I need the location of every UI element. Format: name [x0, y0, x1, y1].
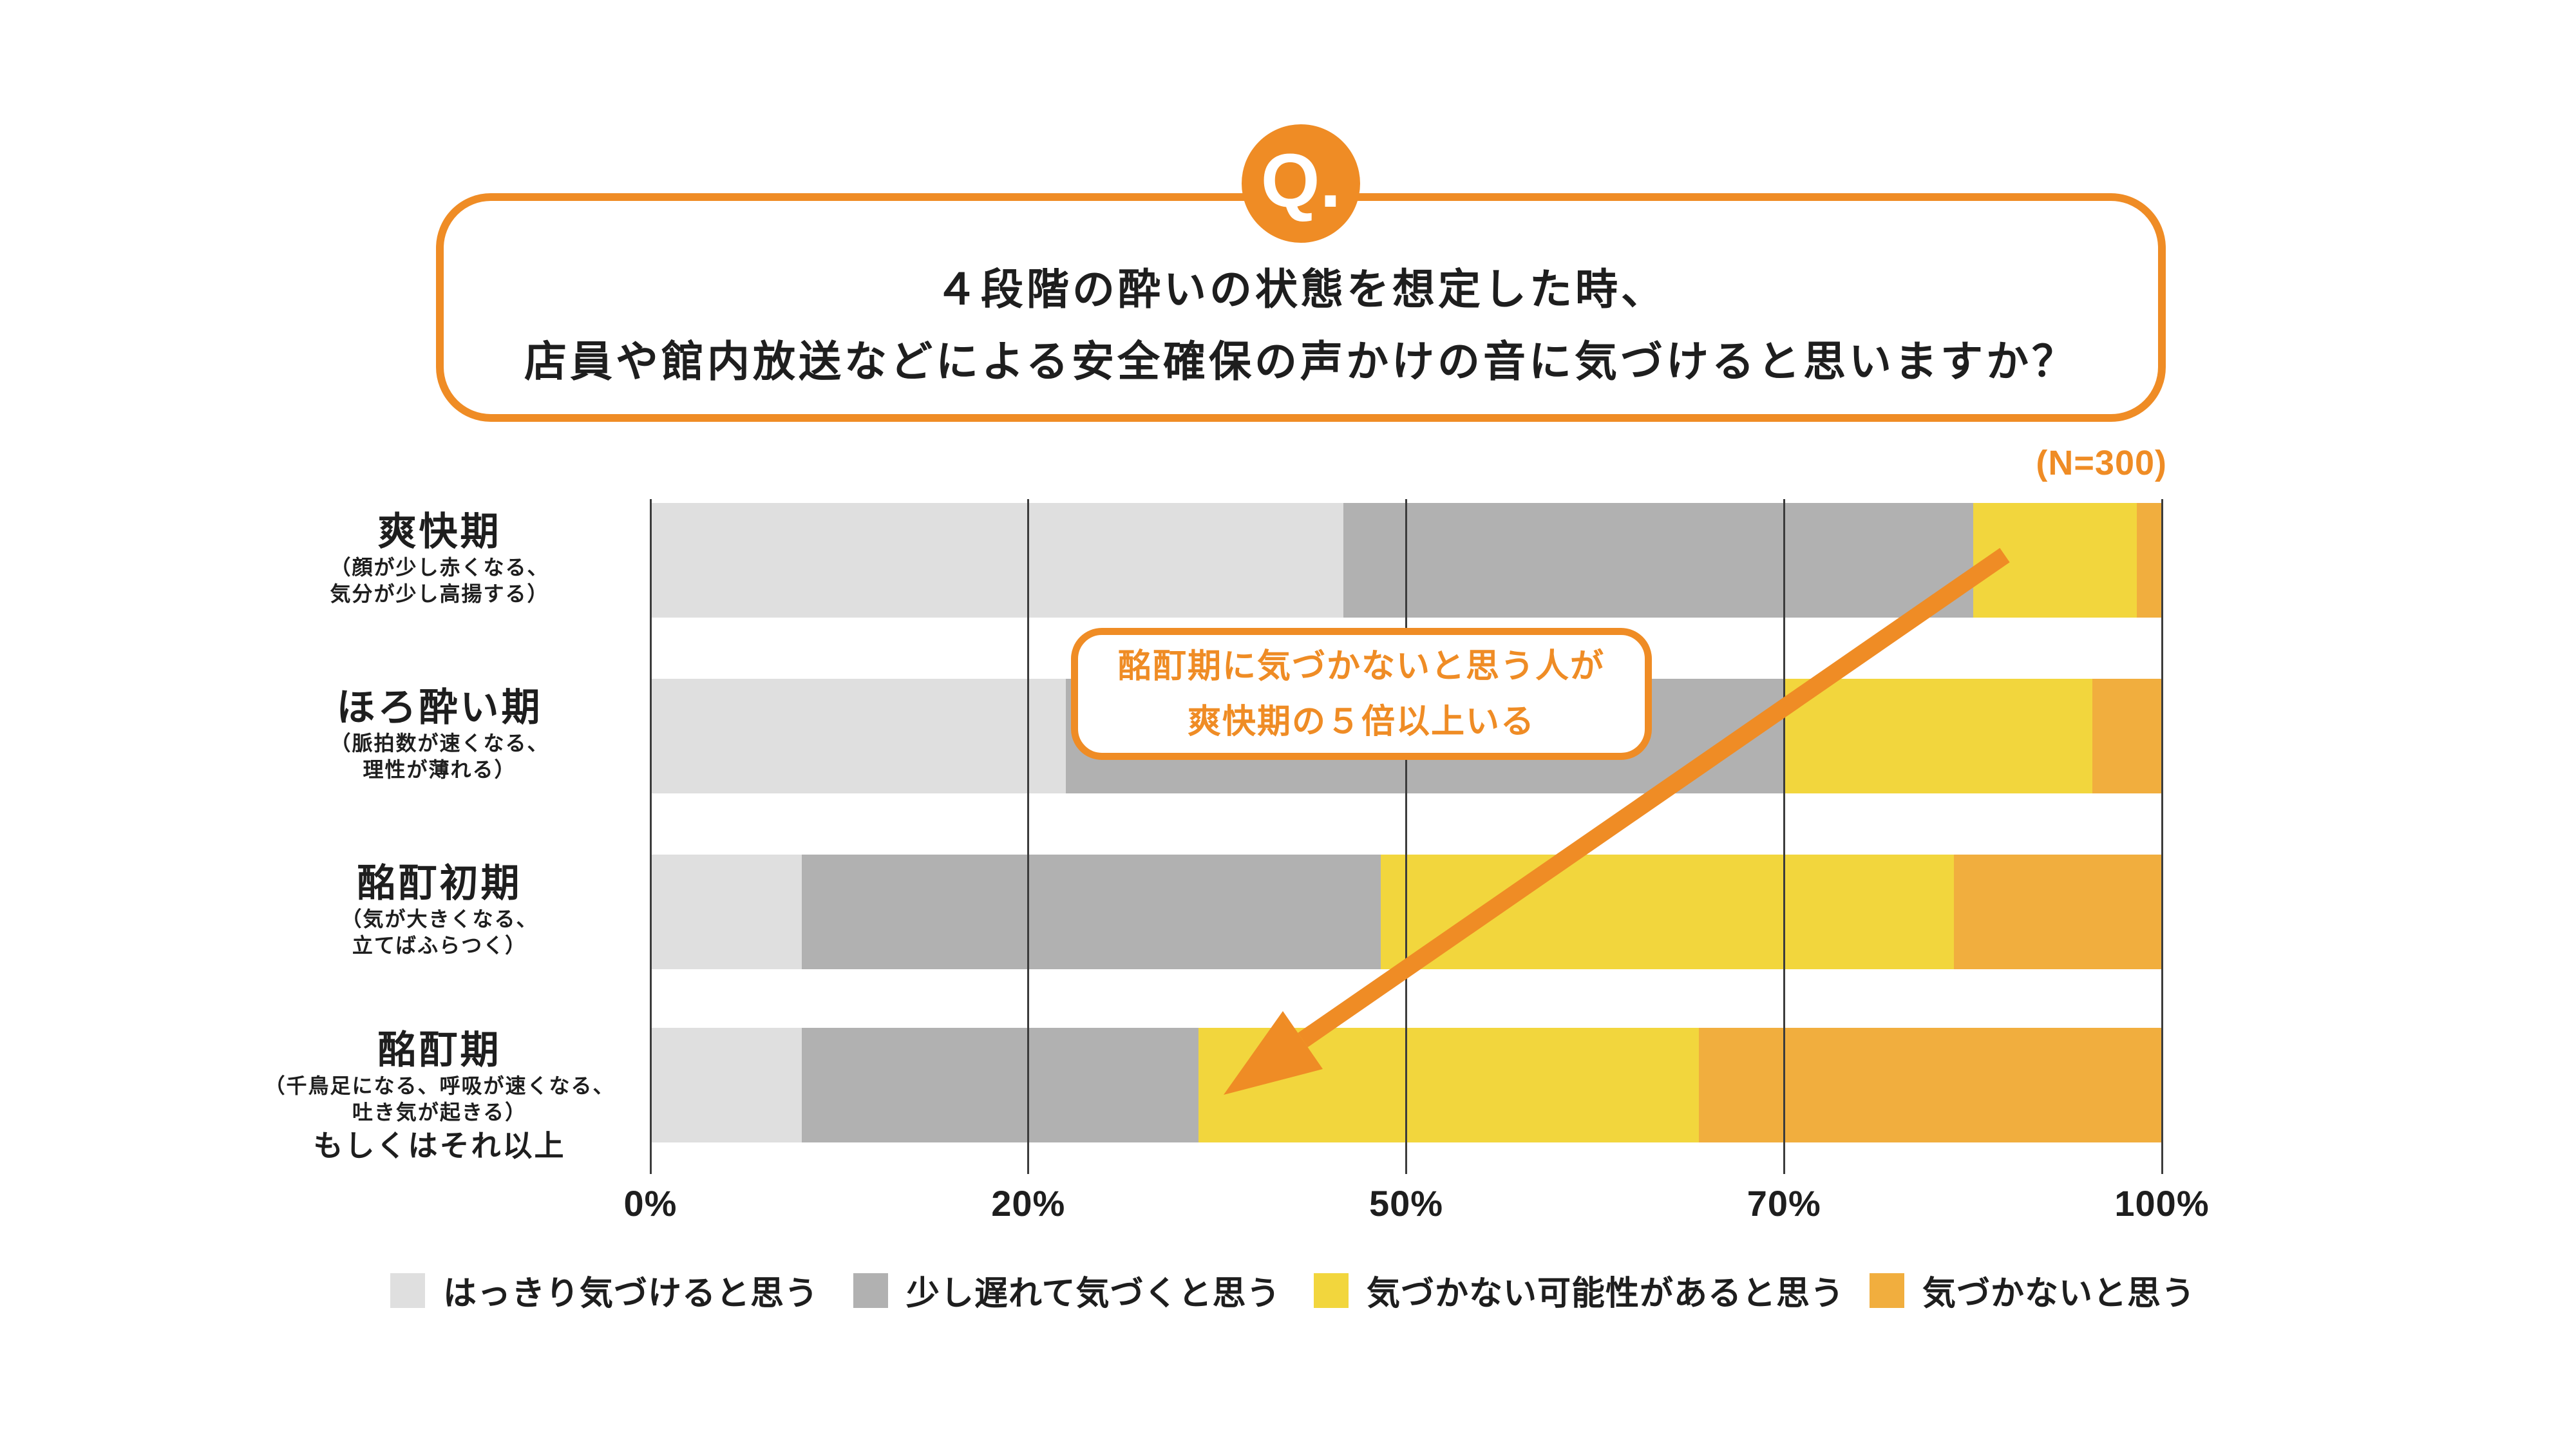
category-description: （顔が少し赤くなる、	[330, 556, 549, 579]
row-label-酩酊期: 酩酊期 （千鳥足になる、呼吸が速くなる、 吐き気が起きる） もしくはそれ以上	[238, 1028, 641, 1164]
arrowhead-icon	[1224, 1011, 1323, 1095]
bar-segment-yellow	[1784, 679, 2093, 793]
question-line-1: ４段階の酔いの状態を想定した時、	[935, 265, 1667, 313]
legend-swatch-yellow	[1314, 1273, 1349, 1308]
legend-swatch-orange	[1870, 1273, 1904, 1308]
legend-label: はっきり気づけると思う	[443, 1275, 819, 1312]
bar-segment-orange	[2092, 679, 2162, 793]
category-description: 立てばふらつく）	[352, 934, 527, 957]
bar-row-爽快期	[650, 503, 2162, 618]
bar-segment-orange	[1699, 1028, 2162, 1142]
category-description: （気が大きくなる、	[341, 907, 538, 931]
category-name: ほろ酔い期	[336, 686, 543, 729]
sample-size-label: (N=300)	[2036, 444, 2167, 482]
bar-row-酩酊期	[650, 1028, 2162, 1142]
bar-segment-dark_gray	[801, 855, 1381, 969]
legend-item-dark_gray: 少し遅れて気づくと思う	[853, 1266, 1280, 1314]
row-label-ほろ酔い期: ほろ酔い期 （脈拍数が速くなる、 理性が薄れる）	[238, 685, 641, 783]
gridline-0%	[649, 499, 652, 1174]
annotation-line-2: 爽快期の５倍以上いる	[1187, 703, 1535, 741]
bar-segment-light_gray	[650, 855, 802, 969]
category-description: 気分が少し高揚する）	[330, 582, 549, 605]
legend-item-light_gray: はっきり気づけると思う	[390, 1266, 819, 1314]
legend-swatch-light_gray	[390, 1273, 425, 1308]
bar-segment-orange	[2136, 503, 2162, 618]
legend-label: 気づかない可能性があると思う	[1367, 1275, 1845, 1312]
bar-segment-dark_gray	[1343, 503, 1973, 618]
axis-tick-label: 100%	[2114, 1183, 2210, 1224]
legend-swatch-dark_gray	[853, 1273, 888, 1308]
bar-segment-orange	[1954, 855, 2162, 969]
gridline-100%	[2161, 499, 2163, 1174]
bar-segment-dark_gray	[801, 1028, 1198, 1142]
legend-item-orange: 気づかないと思う	[1870, 1266, 2195, 1314]
category-description: （脈拍数が速くなる、	[330, 732, 549, 755]
bar-segment-light_gray	[650, 1028, 802, 1142]
category-extra: もしくはそれ以上	[313, 1129, 566, 1162]
axis-tick-label: 20%	[991, 1183, 1066, 1224]
question-line-2: 店員や館内放送などによる安全確保の声かけの音に気づけると思いますか？	[524, 337, 2078, 385]
annotation-line-1: 酩酊期に気づかないと思う人が	[1117, 647, 1605, 685]
category-name: 爽快期	[377, 510, 502, 553]
category-description: 吐き気が起きる）	[352, 1101, 527, 1124]
question-badge: Q.	[1242, 124, 1360, 243]
axis-tick-label: 0%	[623, 1183, 677, 1224]
row-label-爽快期: 爽快期 （顔が少し赤くなる、 気分が少し高揚する）	[238, 509, 641, 607]
gridline-70%	[1783, 499, 1785, 1174]
legend-label: 少し遅れて気づくと思う	[906, 1275, 1281, 1312]
question-banner: ４段階の酔いの状態を想定した時、 店員や館内放送などによる安全確保の声かけの音に…	[436, 193, 2166, 422]
category-description: （千鳥足になる、呼吸が速くなる、	[264, 1074, 615, 1097]
axis-tick-label: 50%	[1368, 1183, 1444, 1224]
axis-tick-label: 70%	[1747, 1183, 1821, 1224]
annotation-callout: 酩酊期に気づかないと思う人が 爽快期の５倍以上いる	[1071, 628, 1652, 760]
row-label-酩酊初期: 酩酊初期 （気が大きくなる、 立てばふらつく）	[238, 861, 641, 959]
gridline-50%	[1405, 499, 1407, 1174]
category-description: 理性が薄れる）	[363, 758, 516, 781]
legend-item-yellow: 気づかない可能性があると思う	[1314, 1266, 1844, 1314]
bar-segment-light_gray	[650, 679, 1066, 793]
category-name: 酩酊初期	[357, 862, 522, 905]
category-name: 酩酊期	[377, 1028, 502, 1072]
legend-label: 気づかないと思う	[1922, 1275, 2196, 1312]
bar-segment-light_gray	[650, 503, 1343, 618]
gridline-20%	[1027, 499, 1030, 1174]
